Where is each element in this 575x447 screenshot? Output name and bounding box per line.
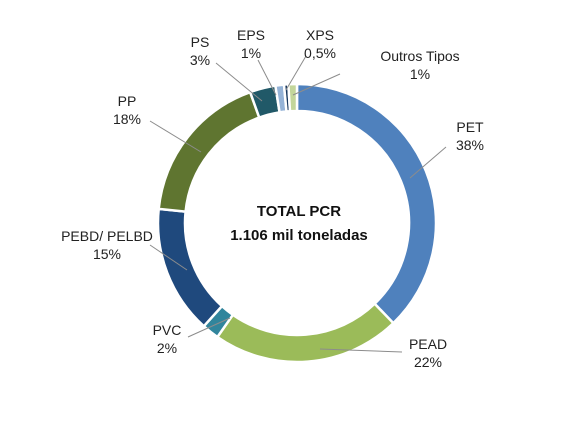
center-title: TOTAL PCR [257,203,341,220]
leader-line-xps [285,55,307,91]
leader-line-outros-tipos [292,73,341,96]
slice-label-xps: XPS [306,27,334,43]
slice-pead [215,301,396,364]
slice-label-pead: PEAD [409,336,447,352]
slice-label-pebd-pelbd: PEBD/ PELBD [61,228,153,244]
slice-value-pet: 38% [456,137,484,153]
slice-pp [157,90,261,214]
slice-value-pebd-pelbd: 15% [93,246,121,262]
slice-value-outros-tipos: 1% [410,66,430,82]
slice-value-eps: 1% [241,45,261,61]
slice-outros-tipos [286,82,299,113]
slice-value-ps: 3% [190,52,210,68]
leader-line-pead [319,348,403,353]
slices-group [156,82,438,364]
slice-label-outros-tipos: Outros Tipos [380,48,459,64]
leader-line-pp [149,120,202,153]
leader-line-pvc [187,317,231,338]
center-subtitle: 1.106 mil toneladas [230,227,368,244]
slice-label-pvc: PVC [153,322,182,338]
leader-line-eps [257,59,277,96]
slice-label-pet: PET [456,119,484,135]
slice-label-ps: PS [191,34,210,50]
slice-value-xps: 0,5% [304,45,336,61]
leader-lines-group [149,55,447,353]
slice-value-pp: 18% [113,111,141,127]
leader-line-pebd-pelbd [149,244,188,271]
slice-value-pvc: 2% [157,340,177,356]
slice-label-pp: PP [118,93,137,109]
labels-group: PET 38% PEAD 22% PVC 2% PEBD/ PELBD 15% PP 18% PS 3… [61,27,484,370]
slice-label-eps: EPS [237,27,265,43]
leader-line-pet [409,146,447,179]
leader-line-ps [215,62,263,102]
slice-value-pead: 22% [414,354,442,370]
slice-pebd-pelbd [156,207,224,328]
